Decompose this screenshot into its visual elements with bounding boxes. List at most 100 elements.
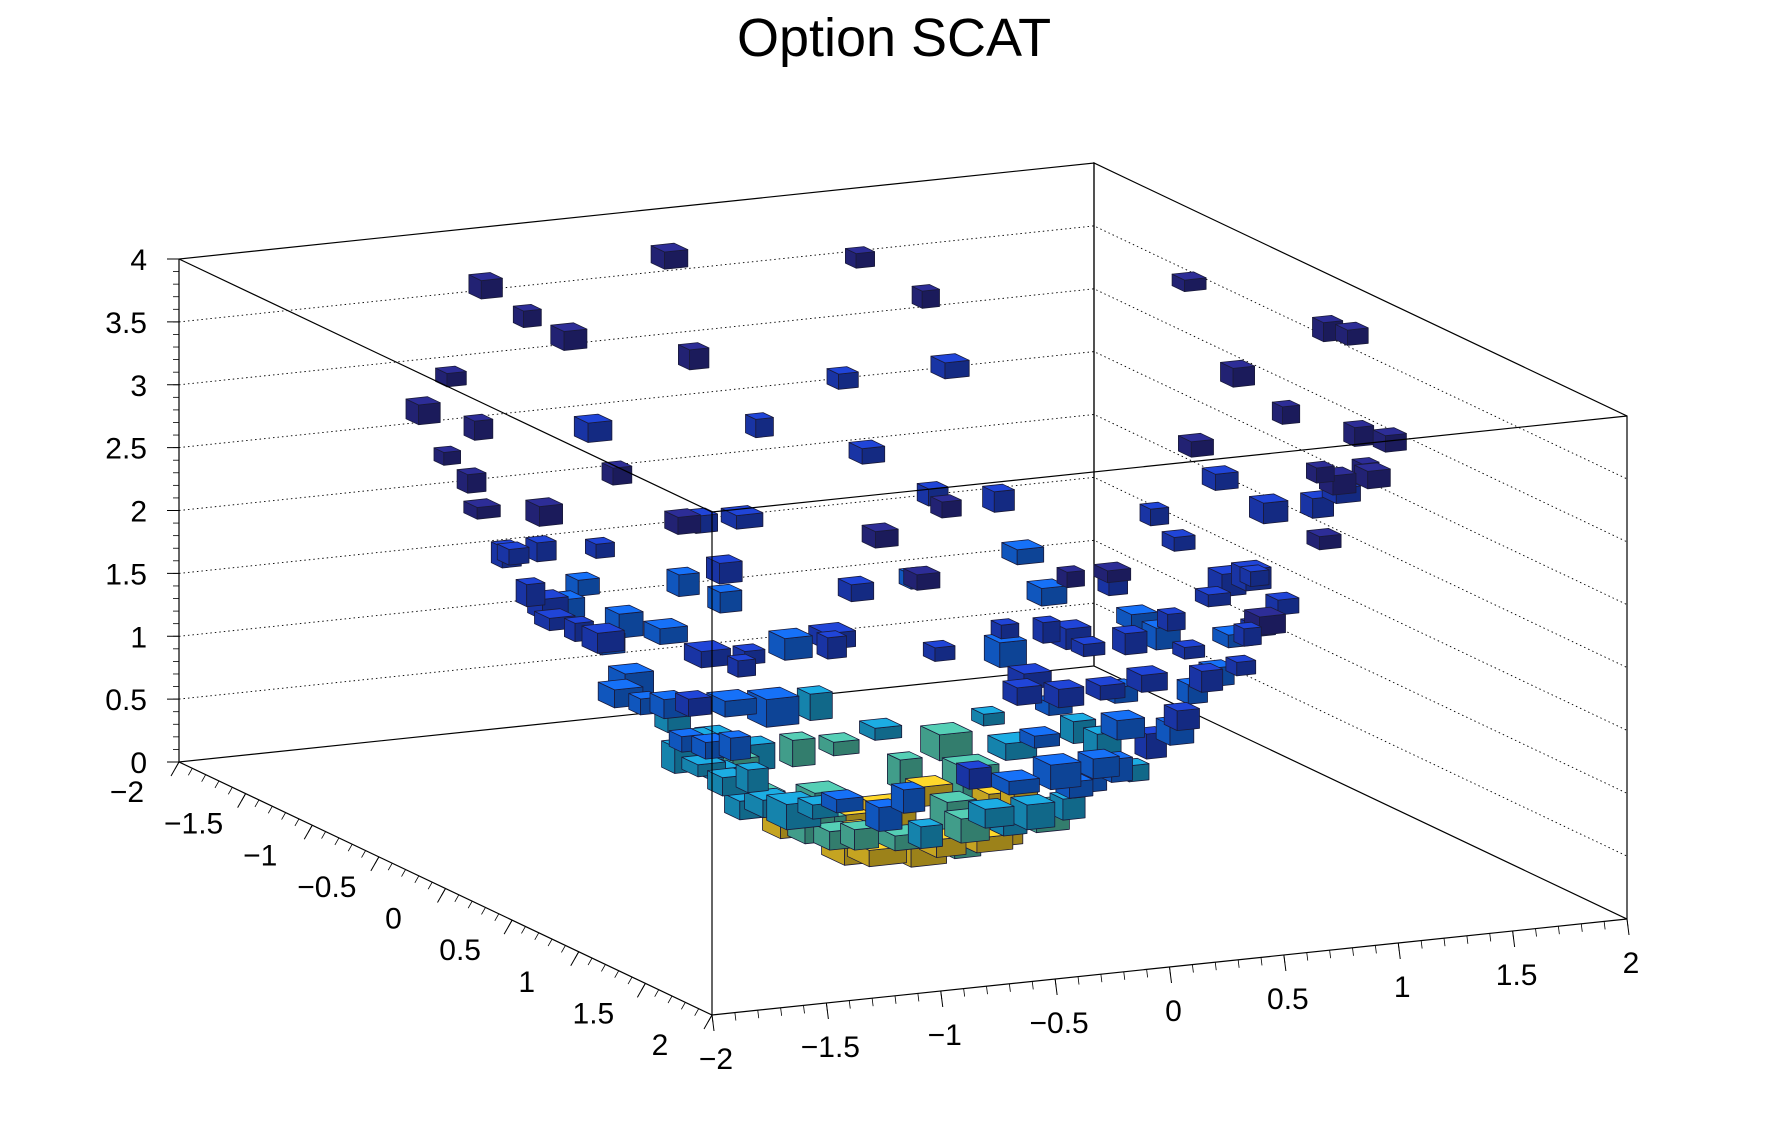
scatter-cube [956,760,992,790]
scatter-cube [525,497,563,527]
cube-face-top [982,483,1015,493]
x-minor-tick [241,793,246,801]
grid-line [178,225,1628,480]
scatter-cube [990,618,1020,640]
scatter-cube [405,396,441,426]
scatter-cube [1372,427,1407,453]
cube-face-right [664,249,689,270]
scatter-cube [930,353,970,380]
scatter-cube [1335,321,1369,346]
scatter-cube [675,690,712,717]
cube-face-top [1189,663,1224,672]
cube-face-right [1347,327,1369,346]
cube-face-right [1332,472,1357,496]
cube-face-top [664,508,702,518]
x-tick-label: −1.5 [164,808,223,841]
scatter-cube [1070,636,1106,658]
cube-face-right [563,328,588,351]
cube-face-right [984,805,1015,829]
x-minor-tick [401,869,406,877]
cube-face-right [1232,365,1255,388]
cube-face-right [1124,631,1148,656]
cube-face-top [1126,665,1168,676]
scatter-cube [845,246,875,269]
x-minor-tick [281,812,286,820]
cube-face-right [827,635,847,660]
scatter-cube [848,439,886,465]
x-minor-tick [307,825,313,833]
cube-face-top [796,685,833,695]
scatter-cube [1171,271,1207,293]
cube-face-right [1141,672,1168,693]
cube-face-top [821,789,864,800]
cube-face-right [854,826,879,851]
cube-face-top [1351,457,1380,465]
scatter-cube [816,630,847,660]
cube-face-top [1244,606,1286,618]
cube-face-top [675,690,712,700]
scatter-cube [718,730,751,761]
cube-face-top [1225,654,1257,663]
y-minor-tick [894,995,897,1004]
scatter-cube [1201,465,1239,491]
scatter-cube [1271,399,1301,425]
cube-face-top [922,639,956,649]
x-tick-label: 1 [518,966,535,999]
cube-face-top [604,604,644,615]
y-minor-tick [1443,938,1446,947]
x-tick-label: −1 [243,839,277,872]
y-minor-tick [1260,957,1263,966]
x-minor-tick [707,1014,713,1023]
scatter-cube [768,627,813,661]
cube-face-top [920,722,973,736]
cube-face-top [585,536,615,545]
cube-face-right [523,308,542,329]
cube-face-right [446,371,467,388]
scatter-cube [1032,615,1061,644]
cube-face-top [1306,460,1335,469]
scatter-cube [1077,748,1120,780]
cube-face-right [678,572,700,597]
y-tick-label: 1.5 [1496,959,1538,992]
x-minor-tick [694,1008,700,1016]
x-minor-tick [334,837,340,846]
cube-face-top [1233,621,1262,630]
x-minor-tick [414,875,420,884]
cube-face-top [435,365,467,374]
x-minor-tick [387,863,393,871]
scatter-cube [971,705,1005,727]
cube-face-right [838,371,859,390]
y-minor-tick [1306,952,1309,961]
cube-face-top [930,494,962,503]
scatter-cube [1163,702,1200,731]
cube-face-top [650,242,689,253]
x-minor-tick [441,888,446,896]
cube-face-top [968,798,1015,810]
cube-face-top [971,705,1005,715]
scatter-cube [735,761,769,794]
y-minor-tick [1603,921,1606,930]
cube-face-right [1150,506,1170,527]
cube-face-right [1316,465,1335,484]
cube-face-top [1271,399,1301,408]
cube-face-top [1220,359,1255,369]
scatter-cube [1001,539,1045,566]
cube-face-top [706,554,743,564]
grid-line [178,288,1628,543]
y-minor-tick [963,988,966,997]
y-minor-tick [1123,971,1126,980]
y-minor-tick [1077,976,1080,985]
top-front-edge [178,258,1628,513]
cube-face-right [1250,569,1270,587]
z-tick-label: 1 [130,621,147,654]
cube-face-top [1112,624,1148,635]
cube-face-right [1173,534,1196,552]
cube-face-right [861,445,886,465]
x-minor-tick [361,850,366,858]
scatter-cube [433,445,462,466]
scatter-cube [1161,529,1196,552]
cube-face-right [755,417,774,439]
x-minor-tick [481,907,486,915]
y-minor-tick [1214,962,1217,971]
cube-face-top [1157,607,1186,615]
